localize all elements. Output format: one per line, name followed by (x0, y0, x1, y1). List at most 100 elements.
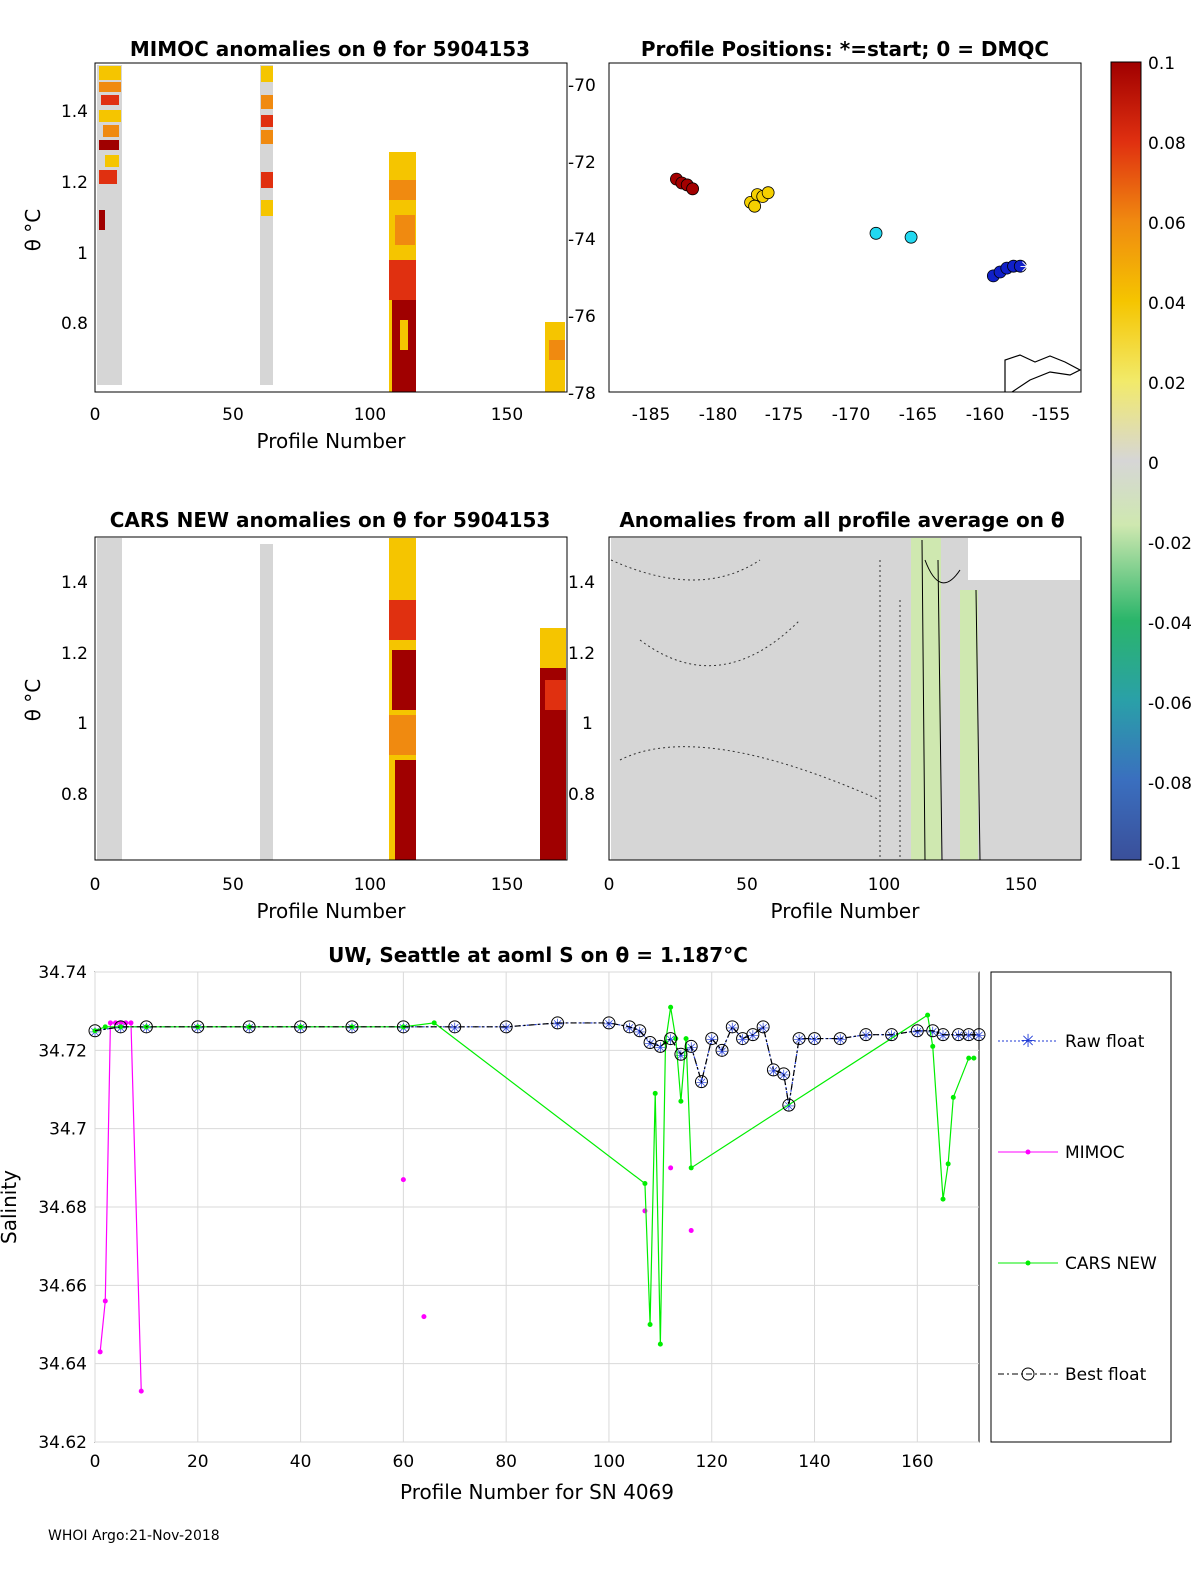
cars-new-point (971, 1055, 977, 1061)
positions-yticks: -70 -72 -74 -76 -78 (568, 76, 596, 404)
cars-new-point (118, 1024, 124, 1030)
raw-float-point: ✳ (665, 1033, 677, 1049)
best-float-point (725, 1020, 739, 1034)
raw-float-point: ✳ (624, 1021, 636, 1037)
best-float-line (94, 1022, 979, 1106)
colorbar-tick-label: 0 (1148, 454, 1159, 474)
salinity-ytick-label: 34.68 (38, 1198, 87, 1218)
position-point (904, 230, 918, 244)
raw-float-point: ✳ (634, 1025, 646, 1041)
allavg-xlabel: Profile Number (771, 899, 921, 923)
cars-new-point (102, 1024, 108, 1030)
colorbar-tick-label: 0.06 (1148, 214, 1186, 234)
colorbar-tick-label: -0.02 (1148, 534, 1192, 554)
cars-xtick-label: 0 (90, 875, 101, 895)
cars-xtick-label: 50 (222, 875, 244, 895)
cars-xtick-label: 100 (354, 875, 386, 895)
allavg-ytick-label: 0.8 (568, 785, 595, 805)
colorbar-tick-label: -0.04 (1148, 614, 1192, 634)
best-float-point (684, 1039, 698, 1053)
best-float-point (653, 1039, 667, 1053)
positions-xtick-label: -175 (765, 405, 804, 425)
salinity-xtick-label: 120 (696, 1452, 728, 1472)
raw-float-point: ✳ (757, 1021, 769, 1037)
cars-title: CARS NEW anomalies on θ for 5904153 (110, 508, 551, 532)
cars-new-point (652, 1090, 658, 1096)
cars-new-point (945, 1161, 951, 1167)
positions-ytick-label: -74 (568, 230, 596, 250)
cars-ytick-label: 1.2 (61, 644, 88, 664)
raw-float-point: ✳ (783, 1099, 795, 1115)
cars-xticks: 0 50 100 150 (90, 875, 524, 895)
salinity-ylabel: Salinity (0, 1170, 21, 1244)
cars-ytick-label: 0.8 (61, 785, 88, 805)
positions-xtick-label: -185 (632, 405, 671, 425)
colorbar-ticks: 0.1 0.08 0.06 0.04 0.02 0 -0.02 -0.04 -0… (1148, 54, 1192, 874)
positions-title: Profile Positions: *=start; 0 = DMQC (641, 37, 1049, 61)
allavg-xtick-label: 0 (604, 875, 615, 895)
best-float-point (910, 1024, 924, 1038)
cars-new-point (950, 1094, 956, 1100)
salinity-ytick-label: 34.72 (38, 1041, 87, 1061)
series-mimoc (97, 1020, 694, 1394)
raw-float-point: ✳ (793, 1033, 805, 1049)
mimoc-point (642, 1208, 648, 1214)
cars-new-point (688, 1165, 694, 1171)
legend-cars-marker (1025, 1260, 1031, 1266)
mimoc-point (128, 1020, 134, 1026)
cars-new-point (647, 1322, 653, 1327)
mimoc-yticks: 1.4 1.2 1 0.8 (61, 102, 88, 334)
mimoc-point (421, 1314, 427, 1320)
coastline (1004, 354, 1082, 393)
allavg-ytick-label: 1.2 (568, 644, 595, 664)
salinity-xlabel: Profile Number for SN 4069 (400, 1480, 674, 1504)
best-float-point (936, 1028, 950, 1042)
best-float-point (396, 1020, 410, 1034)
salinity-ytick-label: 34.7 (49, 1120, 87, 1140)
positions-ytick-label: -78 (568, 384, 596, 404)
legend-best-label: Best float (1065, 1365, 1147, 1385)
best-float-point (782, 1098, 796, 1112)
salinity-title: UW, Seattle at aoml S on θ = 1.187°C (328, 943, 748, 967)
best-float-point (88, 1024, 102, 1038)
positions-xticks: -185 -180 -175 -170 -165 -160 -155 (632, 405, 1071, 425)
raw-float-point: ✳ (449, 1021, 461, 1037)
raw-float-point: ✳ (927, 1025, 939, 1041)
colorbar-tick-label: -0.06 (1148, 694, 1192, 714)
allavg-title: Anomalies from all profile average on θ (619, 508, 1064, 532)
mimoc-xtick-label: 150 (491, 405, 523, 425)
positions-panel: Profile Positions: *=start; 0 = DMQC -70… (568, 37, 1082, 425)
best-float-point (345, 1020, 359, 1034)
positions-xtick-label: -165 (899, 405, 938, 425)
allavg-xtick-label: 100 (868, 875, 900, 895)
positions-xtick-label: -180 (699, 405, 738, 425)
best-float-point (777, 1067, 791, 1081)
mimoc-xlabel: Profile Number (257, 429, 407, 453)
cars-new-point (431, 1020, 437, 1026)
salinity-yticks: 34.74 34.72 34.7 34.68 34.66 34.64 34.62 (38, 963, 87, 1453)
raw-float-point: ✳ (716, 1044, 728, 1060)
mimoc-ytick-label: 1.2 (61, 173, 88, 193)
colorbar-tick-label: -0.08 (1148, 774, 1192, 794)
colorbar-tick-label: 0.1 (1148, 54, 1175, 74)
best-float-point (633, 1024, 647, 1038)
cars-new-point (930, 1043, 936, 1049)
mimoc-xticks: 0 50 100 150 (90, 405, 524, 425)
legend-raw-marker: ✳ (1020, 1031, 1035, 1052)
salinity-ytick-label: 34.64 (38, 1355, 87, 1375)
allavg-xticks: 0 50 100 150 (604, 875, 1038, 895)
salinity-ytick-label: 34.74 (38, 963, 87, 983)
raw-float-point: ✳ (953, 1029, 965, 1045)
mimoc-ytick-label: 1.4 (61, 102, 88, 122)
cars-new-point (668, 1004, 674, 1010)
mimoc-point (688, 1228, 694, 1233)
legend-cars-label: CARS NEW (1065, 1254, 1157, 1274)
raw-float-point: ✳ (834, 1033, 846, 1049)
salinity-xtick-label: 160 (901, 1452, 933, 1472)
best-float-point (602, 1016, 616, 1030)
positions-ytick-label: -72 (568, 153, 596, 173)
cars-ytick-label: 1.4 (61, 573, 88, 593)
colorbar: 0.1 0.08 0.06 0.04 0.02 0 -0.02 -0.04 -0… (1110, 54, 1192, 874)
best-float-point (139, 1020, 153, 1034)
